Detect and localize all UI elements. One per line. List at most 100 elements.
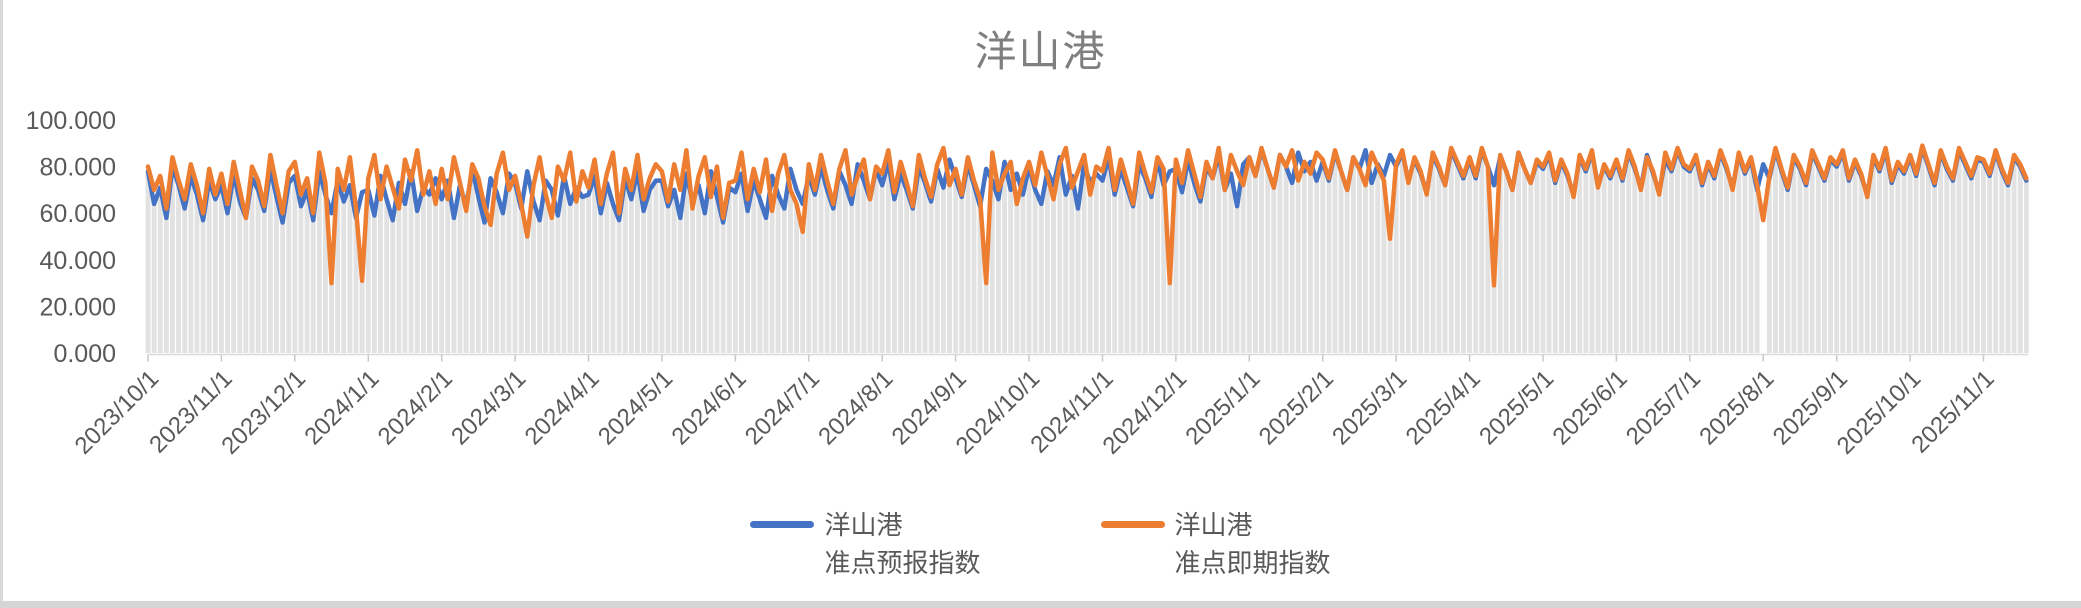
background-bar: [1846, 180, 1852, 353]
background-bar: [1558, 161, 1564, 353]
background-bar: [1032, 189, 1038, 353]
background-bar: [219, 185, 224, 353]
background-bar: [1870, 157, 1876, 353]
y-axis-label: 0.000: [53, 340, 116, 368]
background-bar: [910, 208, 916, 353]
background-bar: [1393, 166, 1399, 353]
background-bar: [1669, 171, 1674, 353]
background-bar: [414, 210, 420, 353]
background-bar: [157, 187, 163, 353]
background-bar: [188, 175, 194, 353]
background-bar: [500, 213, 506, 353]
background-bar: [1773, 150, 1778, 353]
background-bar: [1926, 166, 1931, 353]
background-bar: [1571, 196, 1576, 353]
background-bar: [1491, 285, 1497, 353]
background-bar: [475, 196, 481, 353]
background-bar: [1014, 203, 1020, 353]
background-bar: [947, 185, 952, 353]
background-bar: [1974, 159, 1980, 353]
background-bar: [176, 185, 181, 353]
background-bar: [537, 220, 542, 353]
background-bar: [916, 166, 922, 353]
background-bar: [1240, 185, 1246, 353]
background-bar: [1167, 283, 1173, 353]
background-bar: [1968, 178, 1974, 354]
spot-line-swatch: [1100, 521, 1165, 528]
background-bar: [1326, 180, 1332, 353]
background-bar: [1454, 164, 1460, 353]
background-bar: [1901, 173, 1907, 353]
background-bar: [1711, 178, 1717, 354]
background-bar: [310, 220, 316, 353]
y-axis-label: 20.000: [40, 293, 116, 321]
background-bar: [763, 217, 769, 353]
background-bar: [1932, 185, 1937, 353]
background-bar: [1259, 150, 1264, 353]
background-bar: [1815, 166, 1821, 353]
background-bar: [1075, 208, 1081, 353]
background-bar: [1950, 180, 1956, 353]
background-bar: [1130, 206, 1136, 353]
background-bar: [353, 217, 359, 353]
background-bar: [1785, 189, 1791, 353]
background-bar: [463, 210, 469, 353]
x-axis-label: 2025/5/1: [1474, 365, 1559, 450]
background-bar: [1093, 173, 1099, 353]
background-bar: [836, 171, 842, 353]
background-bar: [170, 166, 175, 353]
legend-spot-line2: 准点即期指数: [1174, 548, 1331, 578]
chart-title: 洋山港: [974, 28, 1107, 75]
x-axis-label: 2024/2/1: [373, 365, 458, 450]
x-axis-label: 2024/5/1: [593, 365, 678, 450]
background-bar: [1289, 182, 1295, 353]
background-bar: [641, 210, 646, 353]
background-bar: [971, 185, 977, 353]
background-bar: [1008, 189, 1014, 353]
background-bar: [751, 180, 757, 353]
background-bar: [1479, 150, 1485, 353]
background-bar: [1522, 168, 1528, 353]
background-bar: [940, 187, 946, 353]
background-bar: [684, 173, 689, 353]
x-axis-label: 2025/4/1: [1401, 365, 1486, 450]
background-bar: [1718, 152, 1723, 353]
background-bar: [274, 196, 279, 353]
background-bar: [145, 171, 151, 353]
background-bar: [1246, 157, 1252, 353]
background-bar: [659, 180, 665, 353]
window-left-edge: [0, 0, 3, 608]
background-bar: [843, 185, 848, 353]
background-bar: [1442, 185, 1448, 353]
background-bar: [1277, 155, 1283, 353]
background-bar: [365, 189, 371, 353]
legend-item-spot: 洋山港 准点即期指数: [1100, 506, 1331, 582]
background-bar: [1913, 175, 1919, 353]
background-bar: [1565, 175, 1570, 353]
background-bar: [445, 199, 451, 353]
background-bar: [1589, 152, 1595, 353]
background-bar: [231, 173, 237, 353]
x-axis-label: 2025/3/1: [1327, 365, 1412, 450]
background-bar: [1699, 185, 1705, 353]
background-bar: [1044, 175, 1050, 353]
background-bar: [298, 206, 304, 353]
background-bar: [1038, 203, 1044, 353]
background-bar: [341, 201, 347, 353]
background-bar: [1210, 178, 1215, 354]
y-axis-label: 40.000: [40, 247, 116, 275]
background-bar: [861, 180, 867, 353]
background-bar: [1253, 175, 1258, 353]
background-bar: [237, 201, 243, 353]
background-bar: [1179, 192, 1185, 353]
background-bar: [1620, 180, 1625, 353]
background-bar: [323, 194, 328, 353]
background-bar: [151, 203, 157, 353]
background-bar: [2005, 185, 2011, 353]
background-bar: [1197, 201, 1203, 353]
series-line: [145, 143, 2029, 288]
background-bar: [304, 189, 310, 353]
background-bar: [1601, 166, 1607, 353]
background-bar: [1938, 152, 1944, 353]
